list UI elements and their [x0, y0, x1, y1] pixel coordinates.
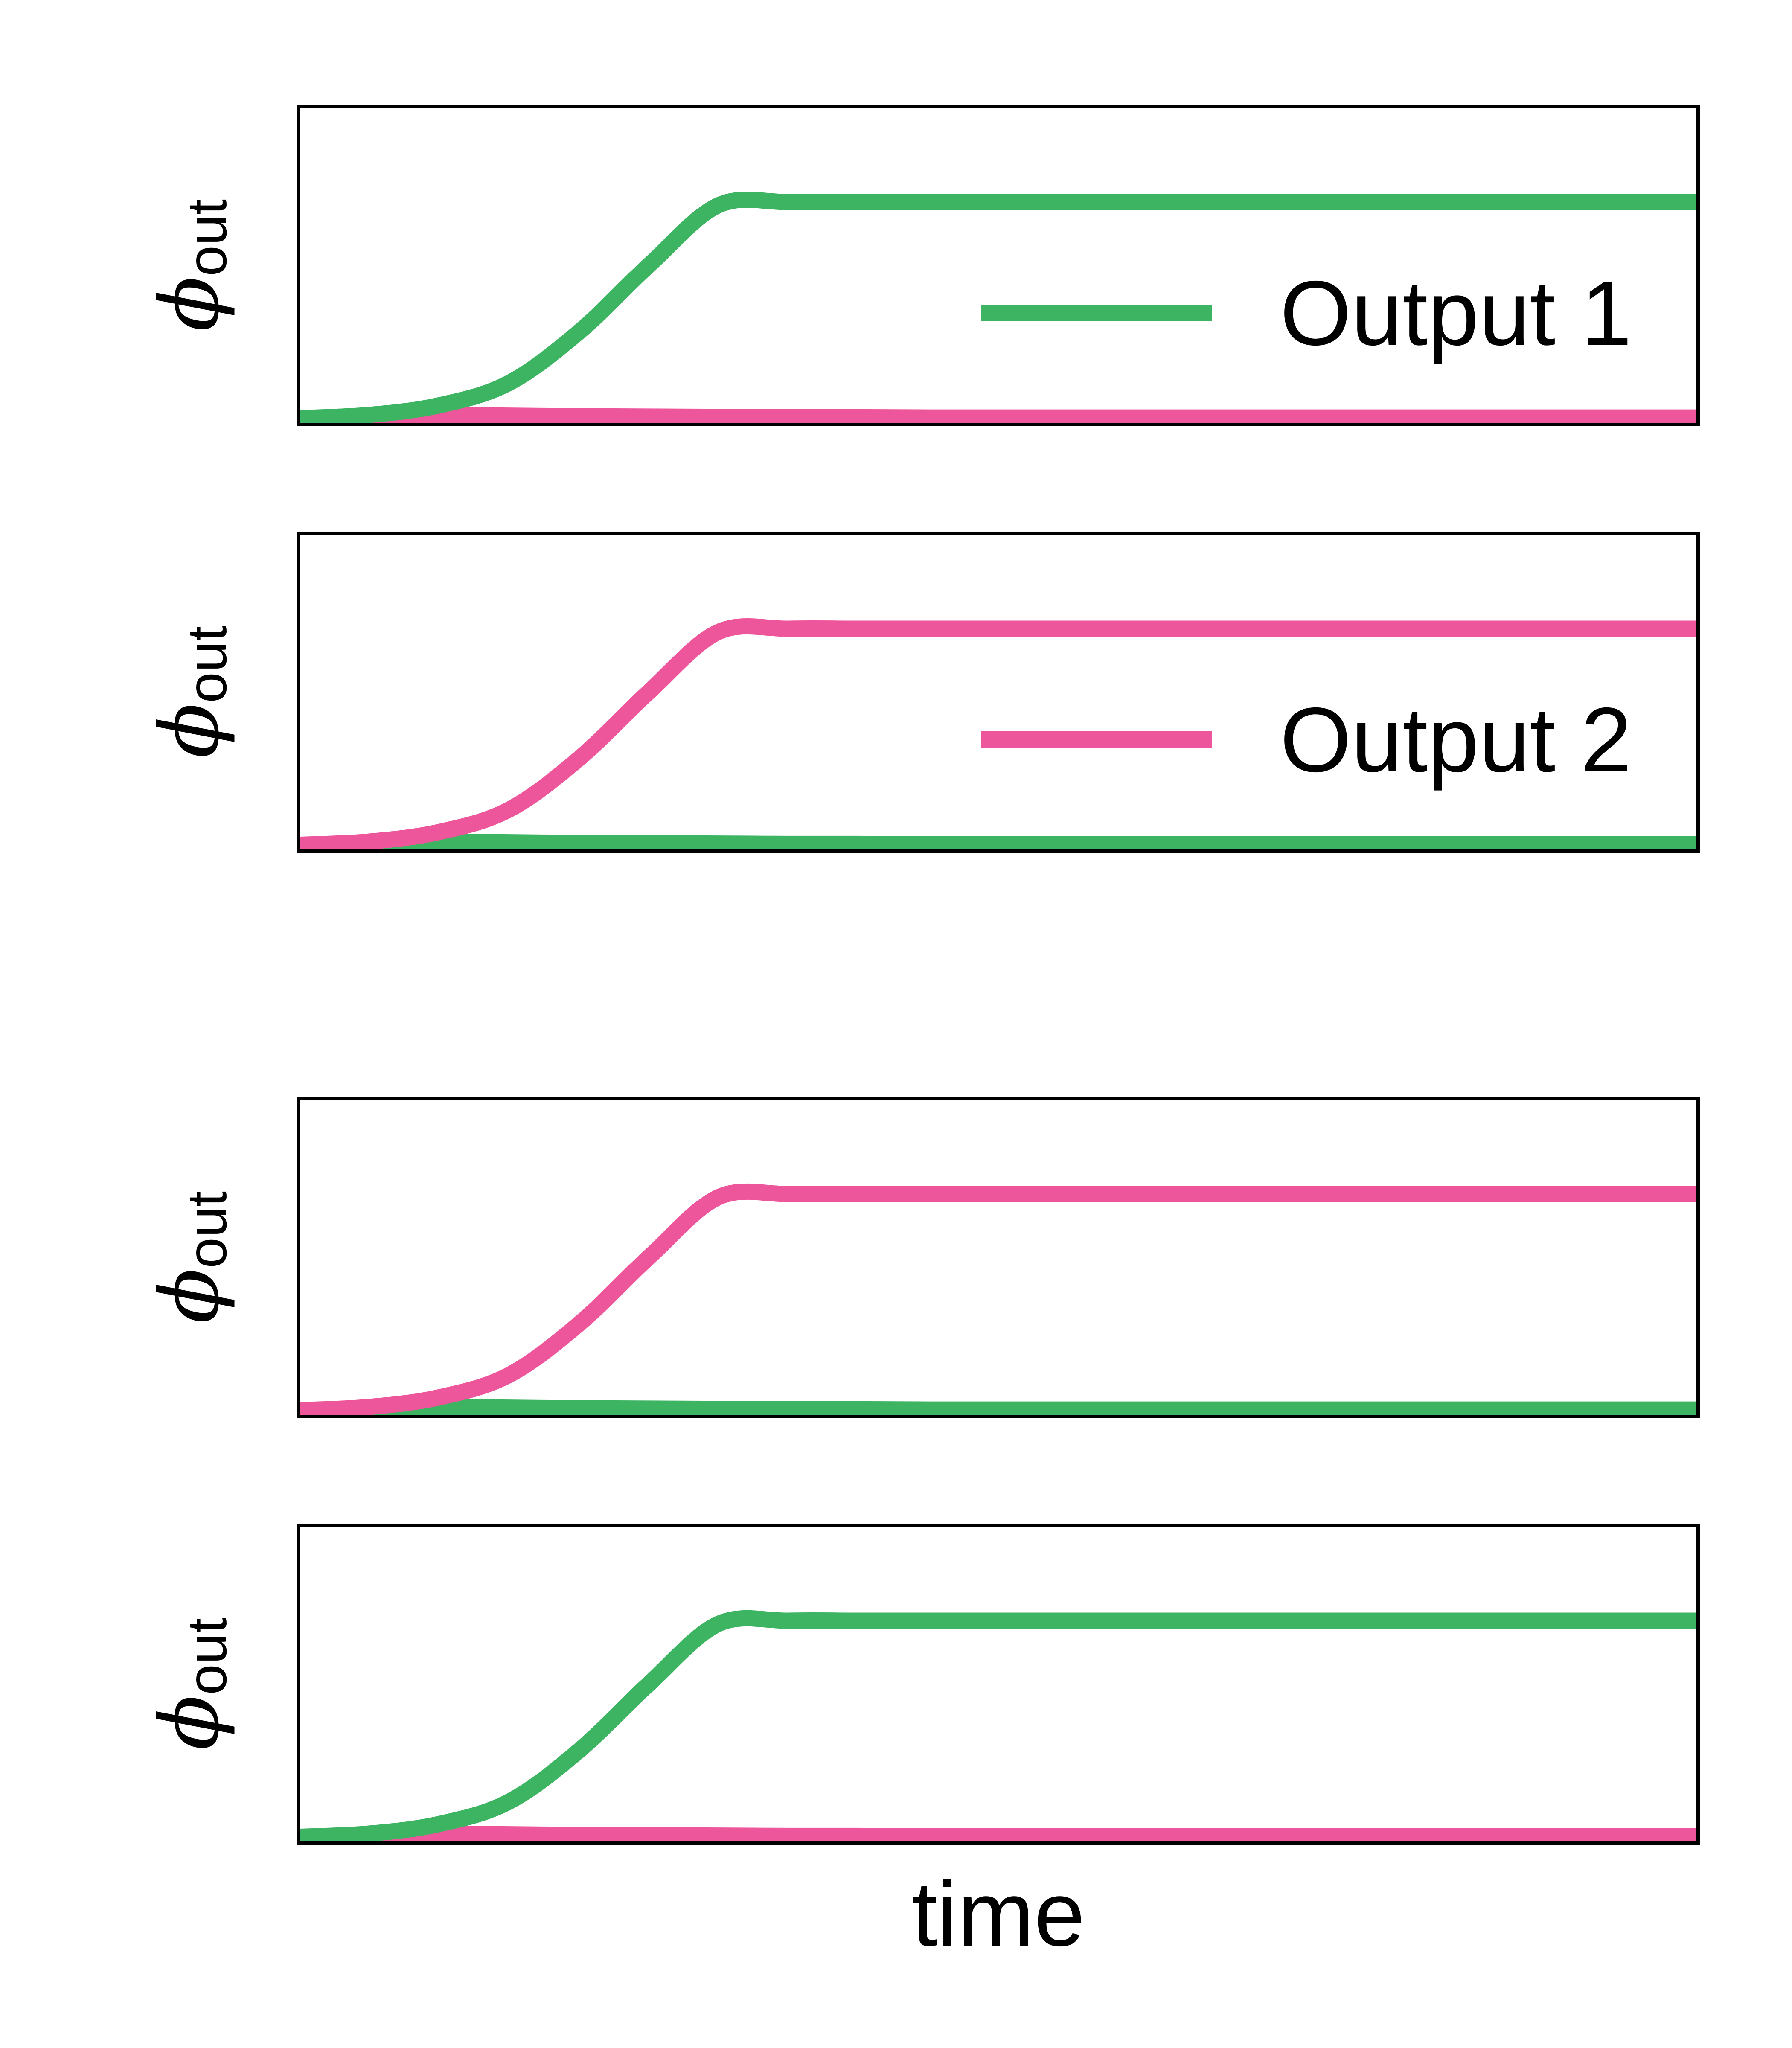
panel-1-series-2-line	[299, 407, 1698, 425]
panel-1-ylabel-subscript: out	[176, 199, 238, 276]
panel-3-series-1-line	[299, 1183, 1698, 1417]
panel-1-legend-label: Output 1	[1280, 262, 1632, 364]
panel-1: ϕout Output 1	[143, 105, 1700, 426]
panel-3-ylabel: ϕout	[143, 1191, 238, 1324]
panel-2-series-1-line	[299, 618, 1698, 851]
panel-2-ylabel: ϕout	[143, 626, 238, 758]
panel-4-ylabel-subscript: out	[176, 1618, 238, 1695]
panel-4-ylabel: ϕout	[143, 1618, 238, 1750]
panel-3-ylabel-subscript: out	[176, 1191, 238, 1268]
panel-3-ylabel-main: ϕ	[143, 1268, 237, 1324]
panel-1-series-layer	[299, 191, 1698, 425]
panel-1-ylabel: ϕout	[143, 199, 238, 332]
panel-1-axes-frame	[297, 105, 1700, 426]
panel-2-legend-label: Output 2	[1280, 688, 1632, 791]
panel-2-ylabel-main: ϕ	[143, 703, 237, 759]
panel-2-series-layer	[299, 618, 1698, 851]
panel-1-series-1-line	[299, 191, 1698, 425]
panel-2: ϕout Output 2	[143, 532, 1700, 853]
panel-3: ϕout	[143, 1097, 1700, 1418]
panel-3-series-layer	[299, 1183, 1698, 1417]
panel-2-series-2-line	[299, 833, 1698, 851]
panel-4: ϕout time	[143, 1524, 1700, 1965]
panel-4-series-2-line	[299, 1825, 1698, 1843]
panel-2-legend: Output 2	[981, 688, 1632, 791]
panel-2-axes-frame	[297, 532, 1700, 853]
panel-3-axes-frame	[297, 1097, 1700, 1418]
panel-4-series-layer	[299, 1610, 1698, 1843]
panel-4-series-1-line	[299, 1610, 1698, 1843]
panel-4-ylabel-main: ϕ	[143, 1695, 237, 1751]
panel-1-legend: Output 1	[981, 262, 1632, 364]
panel-3-series-2-line	[299, 1399, 1698, 1417]
panel-2-ylabel-subscript: out	[176, 626, 238, 703]
panel-1-ylabel-main: ϕ	[143, 276, 237, 332]
panel-4-xlabel: time	[912, 1862, 1085, 1965]
panel-4-axes-frame	[297, 1524, 1700, 1845]
